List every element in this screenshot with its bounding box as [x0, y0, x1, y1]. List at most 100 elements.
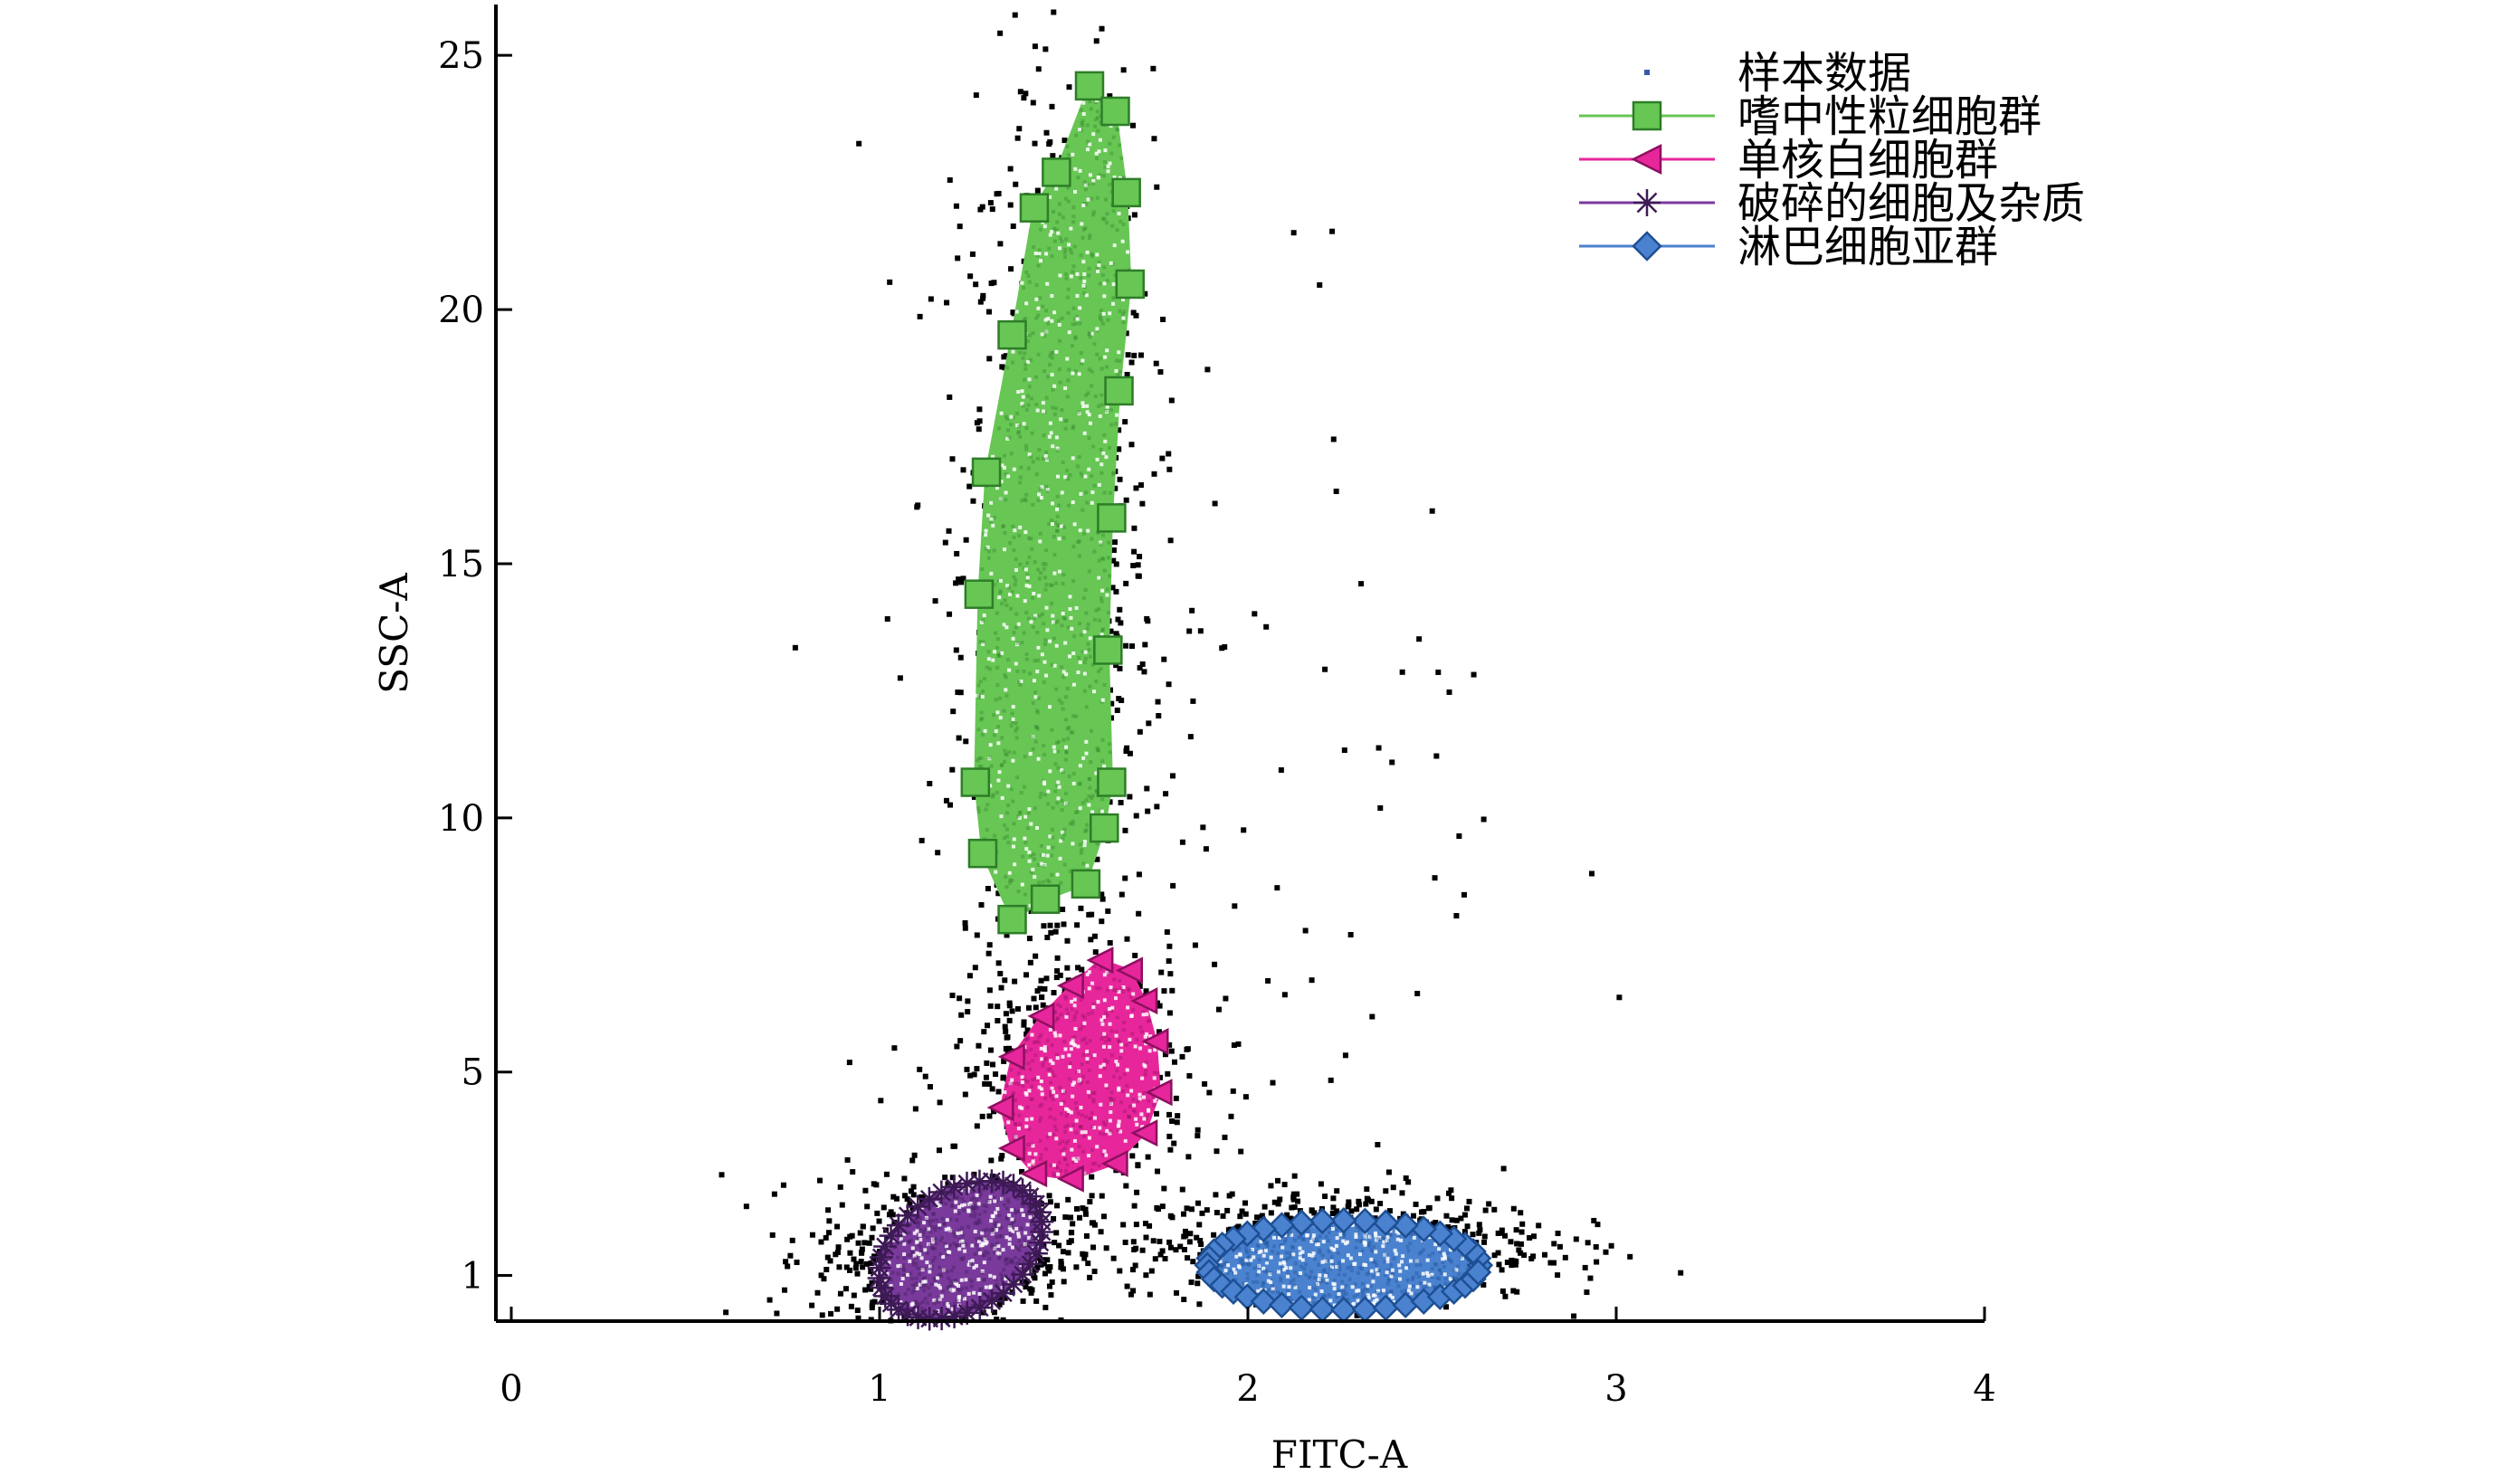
cluster-point: [1012, 844, 1016, 849]
cluster-point: [1120, 239, 1125, 243]
cluster-point: [1027, 1151, 1032, 1156]
sample-point: [1466, 1198, 1472, 1204]
cluster-point: [917, 1242, 921, 1247]
cluster-point: [1056, 780, 1061, 785]
cluster-point: [1143, 1069, 1147, 1073]
cluster-point: [1038, 531, 1042, 536]
cluster-point: [1079, 253, 1083, 258]
sample-point: [953, 647, 959, 653]
cluster-point: [981, 732, 985, 737]
cluster-point: [1020, 402, 1024, 406]
cluster-point: [972, 1195, 976, 1200]
cluster-point: [1088, 100, 1092, 104]
cluster-point: [993, 1251, 997, 1255]
sample-point: [981, 1029, 987, 1035]
cluster-point: [1005, 416, 1010, 421]
cluster-point: [1061, 830, 1065, 834]
cluster-point: [976, 693, 981, 698]
sample-point: [998, 985, 1004, 991]
cluster-point: [1044, 450, 1049, 454]
cluster-point: [932, 1255, 937, 1260]
cluster-point: [994, 1228, 998, 1232]
cluster-point: [1018, 434, 1023, 439]
cluster-point: [1079, 997, 1083, 1002]
cluster-point: [1048, 354, 1052, 358]
cluster-point: [1084, 739, 1089, 744]
sample-point: [935, 850, 941, 856]
cluster-point: [1047, 1072, 1052, 1077]
sample-point: [1065, 1196, 1071, 1203]
cluster-point: [1061, 573, 1066, 577]
cluster-point: [989, 1219, 994, 1223]
cluster-point: [1055, 523, 1060, 528]
sample-point: [991, 1108, 997, 1115]
cluster-point: [1087, 266, 1091, 271]
cluster-point: [1011, 705, 1015, 709]
cluster-point: [1056, 749, 1061, 754]
cluster-point: [1071, 264, 1076, 269]
cluster-point: [979, 1192, 984, 1196]
sample-point: [1170, 882, 1176, 889]
cluster-point: [1010, 711, 1014, 716]
cluster-point: [1011, 524, 1015, 528]
cluster-point: [937, 1299, 941, 1304]
sample-point: [1122, 1239, 1128, 1245]
cluster-point: [1044, 605, 1049, 610]
cluster-point: [1022, 669, 1026, 673]
cluster-point: [1033, 1232, 1038, 1237]
cluster-point: [964, 1286, 968, 1290]
cluster-point: [1095, 252, 1099, 257]
cluster-point: [1064, 276, 1069, 281]
cluster-point: [1051, 827, 1055, 832]
cluster-point: [1018, 350, 1023, 355]
cluster-point: [1019, 680, 1023, 684]
cluster-point: [1009, 414, 1014, 419]
sample-point: [1127, 750, 1133, 756]
cluster-point: [1061, 770, 1065, 775]
sample-point: [1194, 1234, 1200, 1241]
sample-point: [824, 1254, 831, 1260]
sample-point: [837, 1184, 843, 1190]
cluster-point: [1004, 885, 1009, 889]
cluster-point: [1082, 839, 1087, 843]
cluster-point: [1033, 252, 1038, 256]
cluster-point: [1041, 562, 1045, 566]
cluster-point: [985, 828, 989, 832]
cluster-point: [1003, 530, 1007, 535]
cluster-point: [1055, 740, 1060, 745]
cluster-point: [1036, 352, 1041, 357]
sample-point: [1136, 871, 1142, 878]
cluster-point: [986, 650, 991, 654]
cluster-point: [1099, 393, 1104, 397]
cluster-point: [1022, 422, 1026, 426]
cluster-point: [994, 1277, 998, 1281]
cluster-point: [1098, 1126, 1102, 1130]
cluster-point: [1246, 1261, 1251, 1266]
cluster-point: [1367, 1234, 1372, 1239]
cluster-point: [962, 1200, 966, 1204]
cluster-point: [1102, 433, 1107, 437]
cluster-point: [1240, 1257, 1244, 1261]
cluster-point: [1337, 1264, 1342, 1269]
sample-point: [947, 802, 954, 808]
sample-point: [1434, 1195, 1441, 1202]
sample-point: [1223, 995, 1229, 1002]
cluster-point: [1028, 671, 1033, 676]
cluster-point: [920, 1299, 925, 1304]
cluster-point: [1007, 1279, 1012, 1284]
cluster-point: [1104, 455, 1109, 460]
cluster-point: [1019, 791, 1023, 795]
cluster-point: [914, 1276, 919, 1280]
cluster-point: [1033, 1053, 1038, 1058]
cluster-point: [1090, 196, 1094, 201]
sample-point: [985, 886, 991, 892]
sample-point: [1013, 181, 1019, 187]
cluster-point: [911, 1262, 916, 1267]
cluster-point: [936, 1276, 940, 1280]
sample-point: [1033, 1004, 1039, 1011]
sample-point: [1143, 1221, 1148, 1227]
cluster-point: [950, 1307, 955, 1311]
sample-point: [1054, 1203, 1061, 1209]
cluster-point: [1090, 794, 1095, 798]
cluster-point: [1001, 525, 1005, 529]
